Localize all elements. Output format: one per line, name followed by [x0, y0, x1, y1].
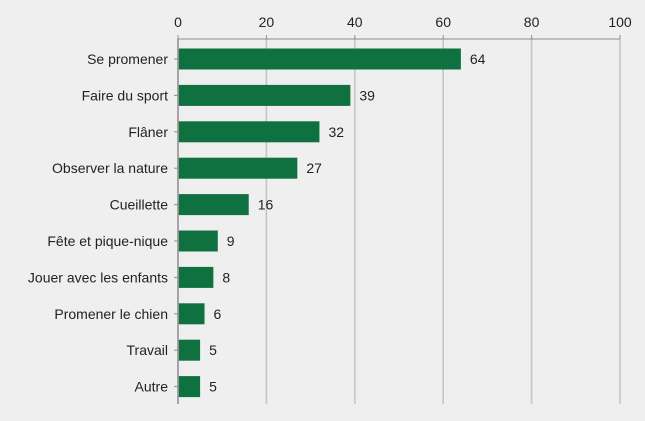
category-label-se-promener: Se promener: [87, 51, 168, 67]
x-tick-label-100: 100: [608, 14, 632, 30]
bar-faire-du-sport: [178, 84, 351, 106]
axes: [174, 35, 621, 404]
x-tick-label-0: 0: [174, 14, 182, 30]
data-label-cueillette: 16: [258, 197, 274, 213]
category-label-jouer-avec-les-enfants: Jouer avec les enfants: [28, 269, 168, 285]
bar-se-promener: [178, 48, 461, 70]
category-label-promener-le-chien: Promener le chien: [54, 306, 168, 322]
bar-jouer-avec-les-enfants: [178, 266, 214, 288]
category-label-faire-du-sport: Faire du sport: [82, 87, 168, 103]
category-label-fete-et-pique-nique: Fête et pique-nique: [47, 233, 168, 249]
bar-flaner: [178, 121, 320, 143]
data-label-observer-la-nature: 27: [306, 160, 322, 176]
labels: 0 20 40 60 80 100 Se promener 64 Faire du sport 3…: [28, 14, 632, 395]
data-label-se-promener: 64: [470, 51, 486, 67]
bar-promener-le-chien: [178, 303, 205, 325]
category-label-cueillette: Cueillette: [110, 197, 169, 213]
category-label-travail: Travail: [127, 342, 169, 358]
bar-travail: [178, 339, 201, 361]
x-tick-label-80: 80: [524, 14, 540, 30]
data-label-promener-le-chien: 6: [214, 306, 222, 322]
category-label-autre: Autre: [135, 379, 169, 395]
bars: [178, 48, 461, 398]
grid-lines: [265, 39, 621, 404]
data-label-autre: 5: [209, 379, 217, 395]
bar-observer-la-nature: [178, 157, 298, 179]
category-label-observer-la-nature: Observer la nature: [52, 160, 168, 176]
x-tick-label-20: 20: [259, 14, 275, 30]
category-label-flaner: Flâner: [128, 124, 168, 140]
x-tick-label-40: 40: [347, 14, 363, 30]
data-label-travail: 5: [209, 342, 217, 358]
data-label-flaner: 32: [328, 124, 344, 140]
bar-autre: [178, 376, 201, 398]
data-label-jouer-avec-les-enfants: 8: [222, 269, 230, 285]
data-label-fete-et-pique-nique: 9: [227, 233, 235, 249]
bar-fete-et-pique-nique: [178, 230, 218, 252]
x-tick-label-60: 60: [435, 14, 451, 30]
bar-cueillette: [178, 194, 249, 216]
data-label-faire-du-sport: 39: [359, 87, 375, 103]
